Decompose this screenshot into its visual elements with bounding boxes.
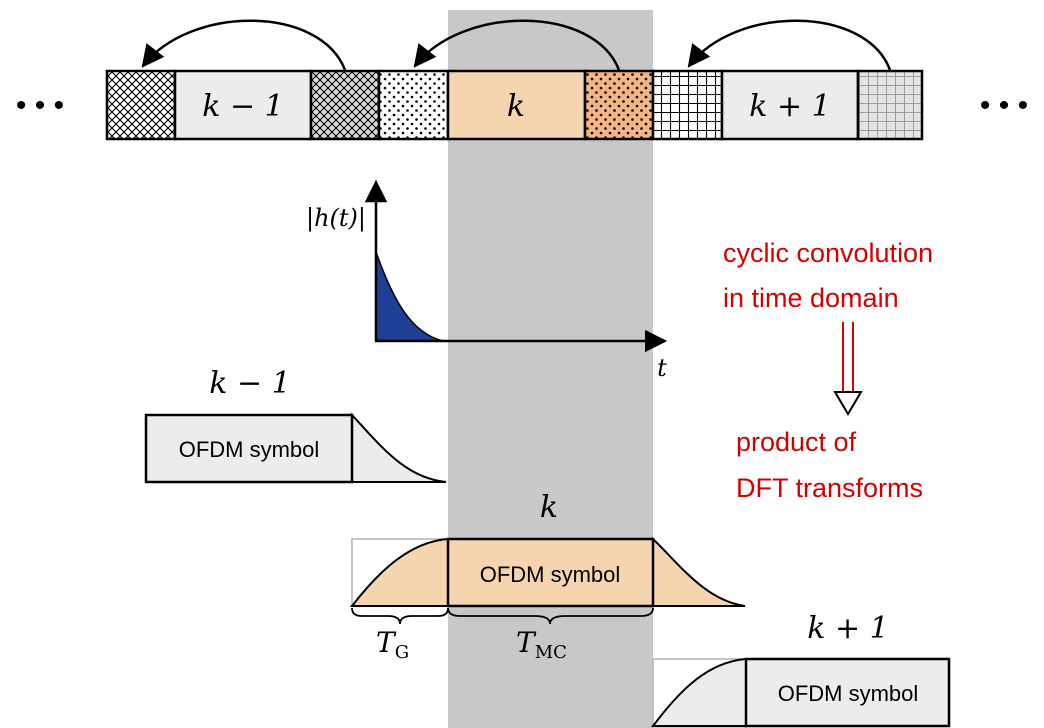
strip-next-cp-src [856,69,924,141]
annotation-line3: product of [736,427,857,457]
copy-arrow-curr [413,19,621,71]
mc-duration-T: T [516,626,537,659]
strip-prev-cp-left [105,69,177,141]
strip-label-prev: k − 1 [202,89,283,124]
implies-arrow-head [833,391,863,416]
annotation: cyclic convolution in time domain produc… [723,238,933,503]
annotation-line4: DFT transforms [736,473,923,503]
symbol-curr-box [446,537,655,608]
strip-prev-body [173,69,313,141]
top-symbol-strip: k − 1 k k + 1 • • • • • • [16,19,1028,141]
impulse-x-label: t [657,354,667,382]
symbol-curr-tail [652,536,746,607]
symbol-next-box [744,657,951,728]
symbol-prev-text: OFDM symbol [179,437,320,462]
symbol-next-rise [650,657,747,727]
guard-duration-sub: G [395,642,409,663]
strip-curr-cp-src [583,69,655,141]
mc-brace [447,607,654,625]
symbol-prev-box [144,413,354,484]
guard-brace [351,607,449,625]
symbol-next: k + 1 OFDM symbol [650,611,951,728]
impulse-response-curve [375,251,444,342]
guard-duration-T: T [376,626,397,659]
symbol-next-label: k + 1 [807,611,888,646]
strip-curr-cp-left [377,69,450,141]
ellipsis-right: • • • [980,89,1028,122]
strip-next-cp-left [651,69,724,141]
strip-prev-cp-src [309,69,381,141]
annotation-line1: cyclic convolution [723,238,933,268]
symbol-curr-rise [349,537,449,607]
impulse-y-label: |h(t)| [306,204,366,233]
symbol-prev: k − 1 OFDM symbol [144,366,447,484]
symbol-prev-label: k − 1 [209,366,290,401]
symbol-curr-label: k [540,490,558,525]
impulse-response-plot: |h(t)| t [306,179,668,382]
annotation-line2: in time domain [723,283,899,313]
symbol-curr: k OFDM symbol TG TMC [349,490,746,663]
strip-next-body [720,69,860,141]
symbol-prev-tail [351,412,447,483]
copy-arrow-next [687,19,892,71]
mc-duration-sub: MC [535,642,567,663]
strip-curr-body [446,69,587,141]
strip-label-curr: k [507,89,525,124]
symbol-next-text: OFDM symbol [778,681,919,706]
mc-duration-label: TMC [516,626,567,663]
strip-label-next: k + 1 [749,89,830,124]
symbol-curr-text: OFDM symbol [480,562,621,587]
copy-arrow-prev [141,19,347,71]
guard-duration-label: TG [376,626,409,663]
ellipsis-left: • • • [16,89,64,122]
